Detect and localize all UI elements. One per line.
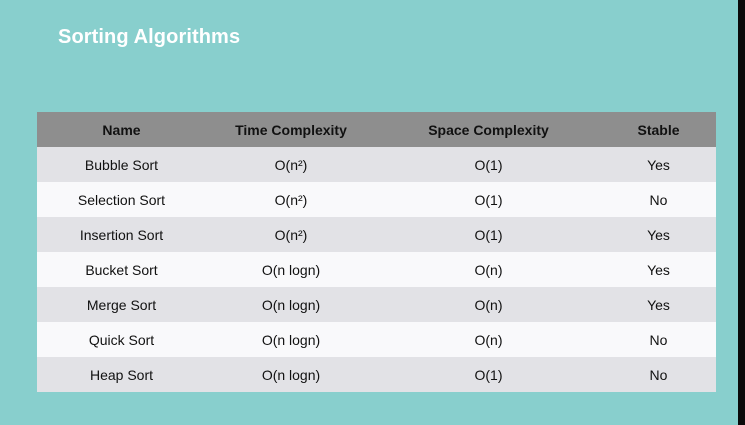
header-time-complexity: Time Complexity — [235, 121, 347, 138]
table-row: Selection Sort O(n²) O(1) No — [37, 182, 716, 217]
cell-name: Bubble Sort — [84, 156, 159, 173]
cell-name: Selection Sort — [77, 191, 166, 208]
cell-space-complexity: O(n) — [474, 296, 503, 313]
slide-title: Sorting Algorithms — [58, 26, 241, 48]
cell-name: Heap Sort — [89, 366, 154, 383]
cell-stable: Yes — [647, 261, 670, 278]
cell-space-complexity: O(n) — [474, 261, 503, 278]
cell-space-complexity: O(n) — [474, 331, 503, 348]
cell-space-complexity: O(1) — [474, 156, 503, 173]
header-name: Name — [102, 121, 141, 138]
cell-stable: No — [649, 331, 668, 348]
cell-name: Bucket Sort — [85, 261, 158, 278]
cell-time-complexity: O(n²) — [274, 191, 308, 208]
cell-time-complexity: O(n²) — [274, 156, 308, 173]
cell-stable: Yes — [647, 296, 670, 313]
cell-name: Quick Sort — [88, 331, 155, 348]
table-row: Merge Sort O(n logn) O(n) Yes — [37, 287, 716, 322]
cell-stable: Yes — [647, 226, 670, 243]
cell-time-complexity: O(n logn) — [261, 331, 321, 348]
header-stable: Stable — [637, 121, 680, 138]
table-header-row: Name Time Complexity Space Complexity St… — [37, 112, 716, 147]
cell-time-complexity: O(n logn) — [261, 366, 321, 383]
cell-time-complexity: O(n logn) — [261, 296, 321, 313]
cell-stable: No — [649, 191, 668, 208]
cell-space-complexity: O(1) — [474, 366, 503, 383]
cell-name: Merge Sort — [86, 296, 157, 313]
cell-time-complexity: O(n logn) — [261, 261, 321, 278]
cell-name: Insertion Sort — [79, 226, 164, 243]
table-row: Insertion Sort O(n²) O(1) Yes — [37, 217, 716, 252]
cell-space-complexity: O(1) — [474, 226, 503, 243]
cell-time-complexity: O(n²) — [274, 226, 308, 243]
table-row: Quick Sort O(n logn) O(n) No — [37, 322, 716, 357]
table-row: Heap Sort O(n logn) O(1) No — [37, 357, 716, 392]
table-row: Bucket Sort O(n logn) O(n) Yes — [37, 252, 716, 287]
header-space-complexity: Space Complexity — [428, 121, 549, 138]
cell-stable: Yes — [647, 156, 670, 173]
cell-stable: No — [649, 366, 668, 383]
sorting-algorithms-table: Name Time Complexity Space Complexity St… — [37, 112, 716, 392]
table-row: Bubble Sort O(n²) O(1) Yes — [37, 147, 716, 182]
cell-space-complexity: O(1) — [474, 191, 503, 208]
